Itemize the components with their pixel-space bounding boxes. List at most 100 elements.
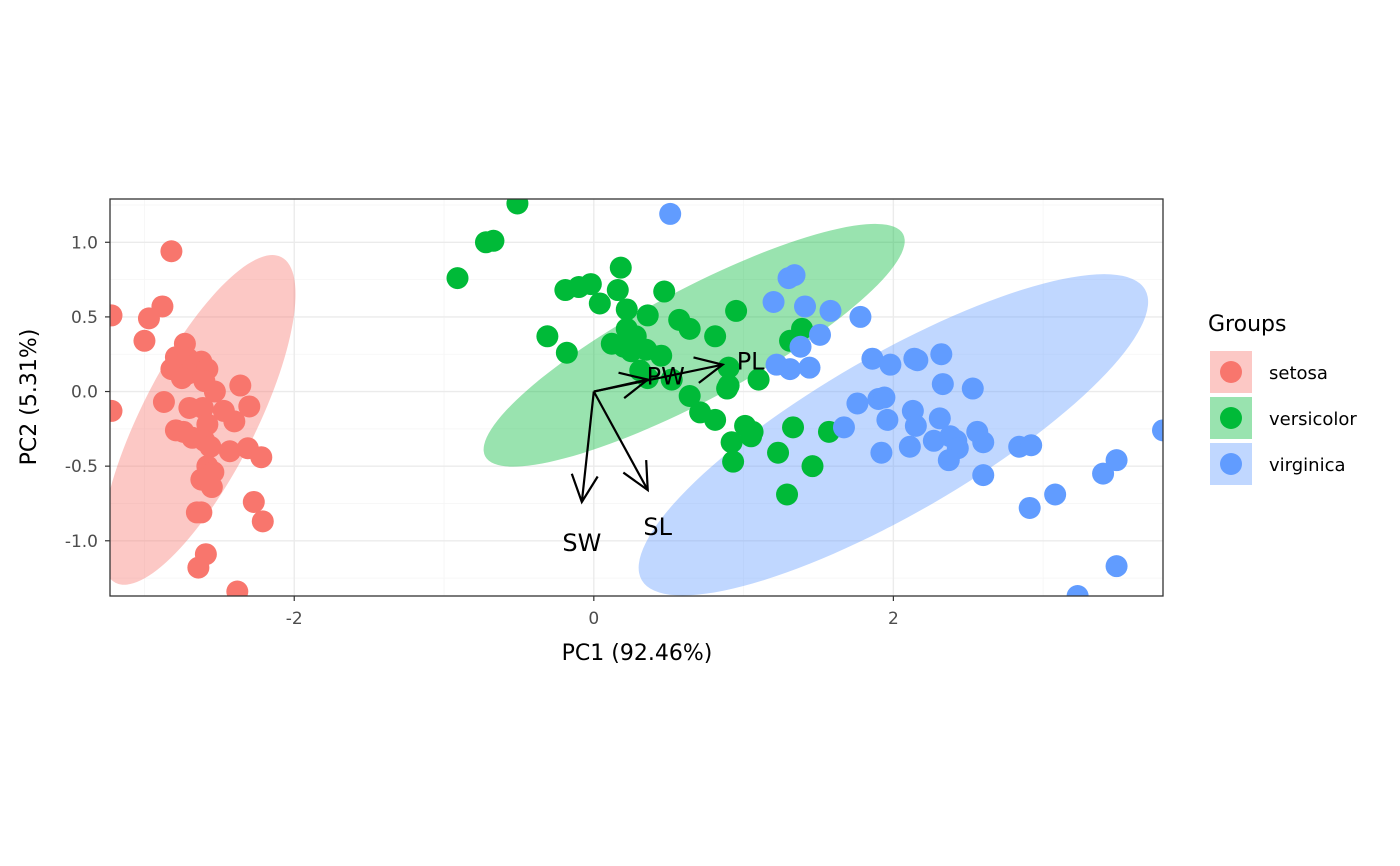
data-layer: PL PW SL SW — [110, 199, 1163, 596]
point-versicolor — [482, 229, 505, 252]
loading-label-sl: SL — [643, 513, 672, 541]
point-versicolor — [720, 431, 743, 454]
legend-title: Groups — [1208, 312, 1286, 337]
point-versicolor — [555, 341, 578, 364]
point-virginica — [765, 353, 788, 376]
plot-panel: PL PW SL SW -2 0 2 1.0 0.5 0.0 -0.5 -1.0 — [65, 198, 1164, 629]
point-versicolor — [704, 325, 727, 348]
point-versicolor — [615, 298, 638, 321]
point-virginica — [928, 407, 951, 430]
point-virginica — [906, 349, 929, 372]
point-virginica — [1105, 449, 1128, 472]
point-versicolor — [782, 416, 805, 439]
point-setosa — [187, 556, 210, 579]
point-virginica — [861, 347, 884, 370]
point-virginica — [849, 305, 872, 328]
point-setosa — [137, 307, 160, 330]
arrow-head — [622, 460, 649, 493]
point-setosa — [199, 435, 222, 458]
point-setosa — [238, 395, 261, 418]
legend: Groups setosa versicolor virginica — [1208, 312, 1357, 485]
point-setosa — [218, 440, 241, 463]
point-versicolor — [650, 344, 673, 367]
point-virginica — [794, 295, 817, 318]
point-versicolor — [653, 280, 676, 303]
point-setosa — [203, 380, 226, 403]
point-setosa — [242, 490, 265, 513]
arrow-shaft — [592, 391, 649, 491]
point-virginica — [870, 441, 893, 464]
y-tick-label: -0.5 — [65, 457, 98, 477]
point-virginica — [937, 449, 960, 472]
point-versicolor — [678, 385, 701, 408]
point-virginica — [1066, 585, 1089, 596]
loading-arrow-sl — [592, 391, 649, 493]
point-versicolor — [767, 441, 790, 464]
point-virginica — [904, 414, 927, 437]
point-virginica — [876, 408, 899, 431]
point-versicolor — [801, 455, 824, 478]
loading-arrow-pw — [593, 371, 651, 400]
series-versicolor — [446, 199, 840, 506]
point-versicolor — [588, 292, 611, 315]
legend-key-point — [1220, 453, 1242, 475]
point-setosa — [110, 399, 123, 422]
arrow-head — [618, 371, 651, 400]
point-virginica — [879, 353, 902, 376]
series-setosa — [110, 240, 274, 596]
point-setosa — [200, 476, 223, 499]
y-tick-label: 0.5 — [71, 308, 98, 328]
point-setosa — [110, 304, 123, 327]
y-tick-label: 1.0 — [71, 233, 98, 253]
legend-item-virginica: virginica — [1210, 443, 1346, 485]
point-versicolor — [506, 199, 529, 215]
point-setosa — [229, 374, 252, 397]
series-virginica — [659, 202, 1163, 596]
point-virginica — [873, 386, 896, 409]
point-virginica — [777, 267, 800, 290]
point-virginica — [762, 290, 785, 313]
loading-label-sw: SW — [562, 529, 601, 557]
point-setosa — [170, 367, 193, 390]
x-axis-title: PC1 (92.46%) — [562, 641, 713, 666]
point-virginica — [961, 377, 984, 400]
loading-arrow-sw — [570, 391, 599, 505]
point-virginica — [798, 356, 821, 379]
point-virginica — [1020, 434, 1043, 457]
ellipse-virginica — [638, 274, 1149, 596]
point-virginica — [898, 435, 921, 458]
x-tick-label: -2 — [286, 609, 303, 629]
legend-item-setosa: setosa — [1210, 351, 1328, 393]
legend-key-point — [1220, 407, 1242, 429]
legend-label: versicolor — [1269, 409, 1357, 430]
point-virginica — [819, 299, 842, 322]
y-axis-title: PC2 (5.31%) — [17, 329, 42, 466]
point-setosa — [152, 390, 175, 413]
point-virginica — [972, 431, 995, 454]
point-versicolor — [678, 317, 701, 340]
point-versicolor — [554, 279, 577, 302]
arrow-head — [693, 356, 726, 384]
loading-label-pw: PW — [647, 363, 685, 391]
point-versicolor — [722, 450, 745, 473]
point-virginica — [832, 416, 855, 439]
x-tick-label: 0 — [588, 609, 599, 629]
arrow-head — [570, 473, 599, 505]
point-setosa — [190, 501, 213, 524]
point-virginica — [808, 323, 831, 346]
x-tick-label: 2 — [888, 609, 899, 629]
point-virginica — [922, 429, 945, 452]
arrow-shaft — [580, 391, 595, 503]
point-virginica — [931, 373, 954, 396]
point-setosa — [196, 413, 219, 436]
arrow-shaft — [593, 378, 648, 393]
point-versicolor — [636, 304, 659, 327]
point-versicolor — [606, 279, 629, 302]
point-versicolor — [725, 299, 748, 322]
point-virginica — [659, 202, 682, 225]
panel-background — [110, 199, 1163, 596]
legend-key-point — [1220, 361, 1242, 383]
point-virginica — [789, 335, 812, 358]
legend-label: virginica — [1269, 455, 1346, 476]
gridlines — [110, 199, 1163, 596]
